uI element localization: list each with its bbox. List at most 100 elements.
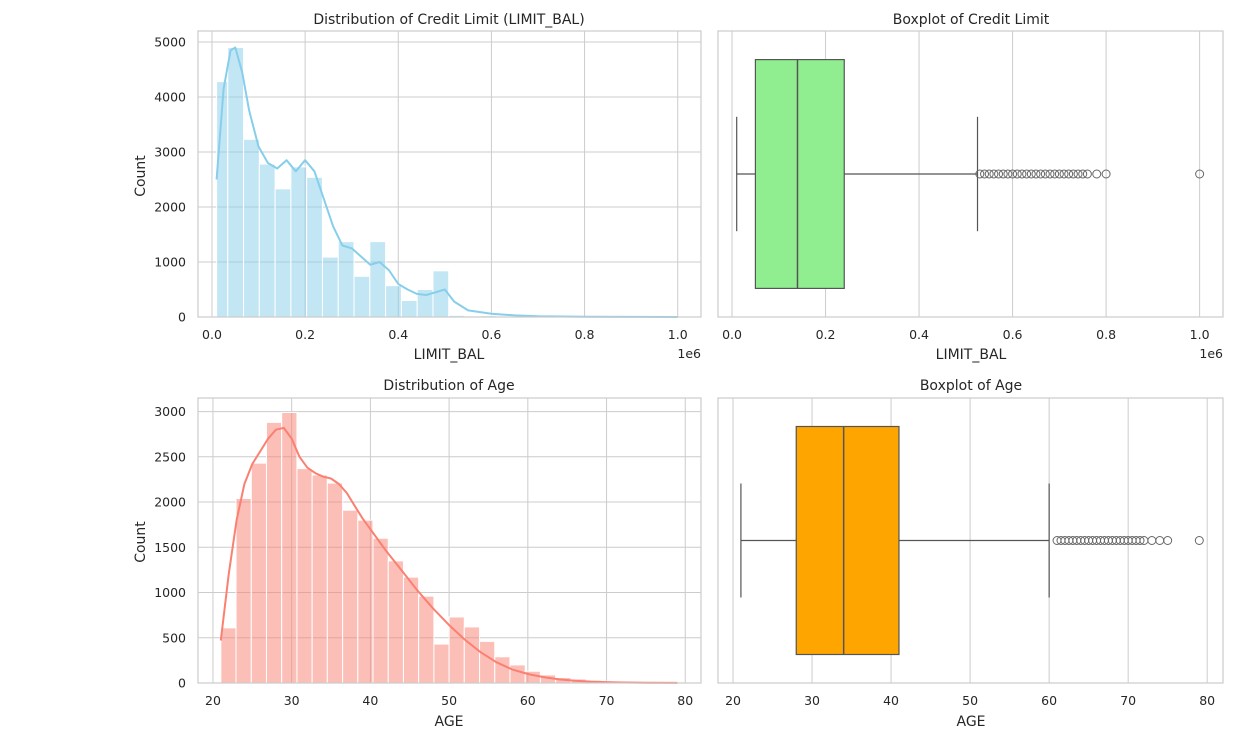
credit-limit-boxplot-outlier-point — [975, 169, 985, 179]
credit-limit-boxplot-outlier-point — [1012, 169, 1022, 179]
credit-limit-boxplot-outlier-point — [1078, 169, 1088, 179]
credit-limit-boxplot-outlier-point — [1054, 169, 1064, 179]
age-histogram-bar — [418, 595, 435, 684]
age-histogram-xtick-label: 50 — [441, 693, 457, 708]
credit-limit-histogram-offset-label: 1e6 — [677, 346, 701, 361]
age-histogram-bar — [326, 482, 344, 684]
age-boxplot-xtick-label: 50 — [962, 693, 978, 708]
age-histogram-bar — [372, 537, 389, 684]
age-boxplot-xtick-label: 40 — [883, 693, 899, 708]
credit-limit-histogram-ytick-label: 5000 — [154, 35, 186, 50]
credit-limit-boxplot-outlier-point — [1036, 169, 1046, 179]
age-histogram-bar — [387, 560, 404, 684]
credit-limit-histogram-bar — [400, 300, 418, 318]
credit-limit-boxplot-outlier-point — [1022, 169, 1032, 179]
credit-limit-histogram-frame — [197, 30, 702, 318]
age-boxplot-panel: Boxplot of Age AGE 20 30 40 50 60 70 80 — [717, 378, 1224, 730]
credit-limit-histogram-kde-line — [215, 46, 678, 318]
credit-limit-boxplot-outlier-point — [1031, 169, 1041, 179]
credit-limit-boxplot-outlier-point — [1059, 169, 1069, 179]
credit-limit-histogram-xtick-label: 0.0 — [202, 327, 222, 342]
age-histogram-ytick-label: 3000 — [154, 404, 186, 419]
credit-limit-boxplot-outlier-point — [1195, 169, 1205, 179]
age-histogram-bar — [479, 640, 496, 684]
age-histogram-ytick-label: 1500 — [154, 540, 186, 555]
age-histogram-bar — [494, 656, 511, 684]
credit-limit-boxplot-outlier-point — [994, 169, 1004, 179]
age-histogram-plot-area — [197, 397, 702, 684]
age-histogram-xtick-label: 80 — [677, 693, 693, 708]
credit-limit-histogram-bar — [306, 176, 323, 318]
credit-limit-histogram-bar — [353, 275, 371, 318]
age-histogram-ytick-label: 2500 — [154, 449, 186, 464]
credit-limit-boxplot-outlier-point — [1101, 169, 1111, 179]
credit-limit-histogram-bar — [290, 166, 308, 318]
credit-limit-histogram-ylabel: Count — [133, 155, 149, 197]
age-histogram-ytick-label: 1000 — [154, 585, 186, 600]
credit-limit-boxplot-outlier-point — [1092, 169, 1102, 179]
credit-limit-boxplot-xtick-label: 0.4 — [909, 327, 929, 342]
credit-limit-boxplot-outlier-point — [1008, 169, 1018, 179]
age-histogram-bar — [311, 474, 328, 684]
age-histogram-bar — [402, 576, 420, 684]
credit-limit-boxplot-outlier-point — [1017, 169, 1027, 179]
credit-limit-histogram-bar — [432, 270, 450, 318]
age-boxplot-box — [795, 425, 900, 656]
age-histogram-xtick-label: 40 — [362, 693, 378, 708]
credit-limit-boxplot-xtick-label: 0.6 — [1003, 327, 1023, 342]
age-boxplot-outliers — [1052, 536, 1204, 545]
credit-limit-boxplot-xlabel: LIMIT_BAL — [936, 347, 1007, 363]
age-boxplot-plot-area — [717, 397, 1224, 684]
credit-limit-histogram-panel: Distribution of Credit Limit (LIMIT_BAL)… — [133, 12, 702, 363]
credit-limit-boxplot-panel: Boxplot of Credit Limit LIMIT_BAL 1e6 0.… — [717, 12, 1224, 363]
credit-limit-boxplot-outlier-point — [1026, 169, 1036, 179]
age-histogram-bar — [342, 509, 359, 684]
credit-limit-histogram-bar — [369, 241, 387, 318]
age-histogram-ytick-label: 500 — [162, 630, 186, 645]
credit-limit-histogram-ytick-label: 4000 — [154, 90, 186, 105]
credit-limit-histogram-bars — [216, 47, 679, 318]
age-histogram-bar — [433, 643, 450, 684]
age-histogram-bar — [220, 627, 237, 684]
credit-limit-boxplot-outlier-point — [1082, 169, 1092, 179]
age-histogram-xtick-label: 70 — [599, 693, 615, 708]
credit-limit-boxplot-box — [754, 58, 845, 290]
credit-limit-boxplot-outlier-point — [1003, 169, 1013, 179]
age-histogram-bar — [296, 468, 313, 684]
credit-limit-boxplot-xtick-label: 1.0 — [1190, 327, 1210, 342]
age-histogram-xtick-label: 30 — [284, 693, 300, 708]
credit-limit-boxplot-plot-area — [717, 30, 1224, 318]
credit-limit-boxplot-outlier-point — [1068, 169, 1078, 179]
credit-limit-boxplot-outlier-point — [980, 169, 990, 179]
credit-limit-histogram-xtick-label: 1.0 — [668, 327, 688, 342]
age-histogram-bar — [265, 421, 283, 684]
age-histogram-bar — [250, 462, 267, 684]
credit-limit-boxplot-title: Boxplot of Credit Limit — [893, 12, 1050, 28]
credit-limit-histogram-bar — [243, 138, 260, 318]
credit-limit-histogram-bar — [227, 47, 245, 318]
age-boxplot-xtick-label: 20 — [725, 693, 741, 708]
age-boxplot-outlier-point — [1194, 536, 1204, 545]
credit-limit-boxplot-xtick-label: 0.2 — [816, 327, 836, 342]
age-boxplot-xtick-label: 30 — [804, 693, 820, 708]
age-boxplot-frame — [717, 397, 1224, 684]
age-histogram-panel: Distribution of Age AGE Count 20 30 40 50 60… — [133, 378, 702, 730]
credit-limit-histogram-plot-area — [197, 30, 702, 318]
credit-limit-boxplot-outlier-point — [1050, 169, 1060, 179]
age-boxplot-xlabel: AGE — [956, 714, 985, 730]
credit-limit-histogram-xtick-label: 0.6 — [481, 327, 501, 342]
credit-limit-histogram-bar — [385, 285, 402, 318]
age-histogram-bar — [235, 497, 252, 684]
credit-limit-histogram-ytick-label: 0 — [178, 310, 186, 325]
credit-limit-boxplot-frame — [717, 30, 1224, 318]
credit-limit-histogram-xtick-label: 0.4 — [388, 327, 408, 342]
credit-limit-histogram-bar — [321, 256, 339, 318]
credit-limit-boxplot-outlier-point — [1045, 169, 1055, 179]
credit-limit-histogram-xtick-label: 0.8 — [575, 327, 595, 342]
age-histogram-title: Distribution of Age — [383, 378, 514, 394]
credit-limit-boxplot-offset-label: 1e6 — [1199, 346, 1223, 361]
credit-limit-histogram-xtick-label: 0.2 — [295, 327, 315, 342]
credit-limit-histogram-ytick-label: 2000 — [154, 200, 186, 215]
credit-limit-boxplot-xtick-label: 0.8 — [1096, 327, 1116, 342]
